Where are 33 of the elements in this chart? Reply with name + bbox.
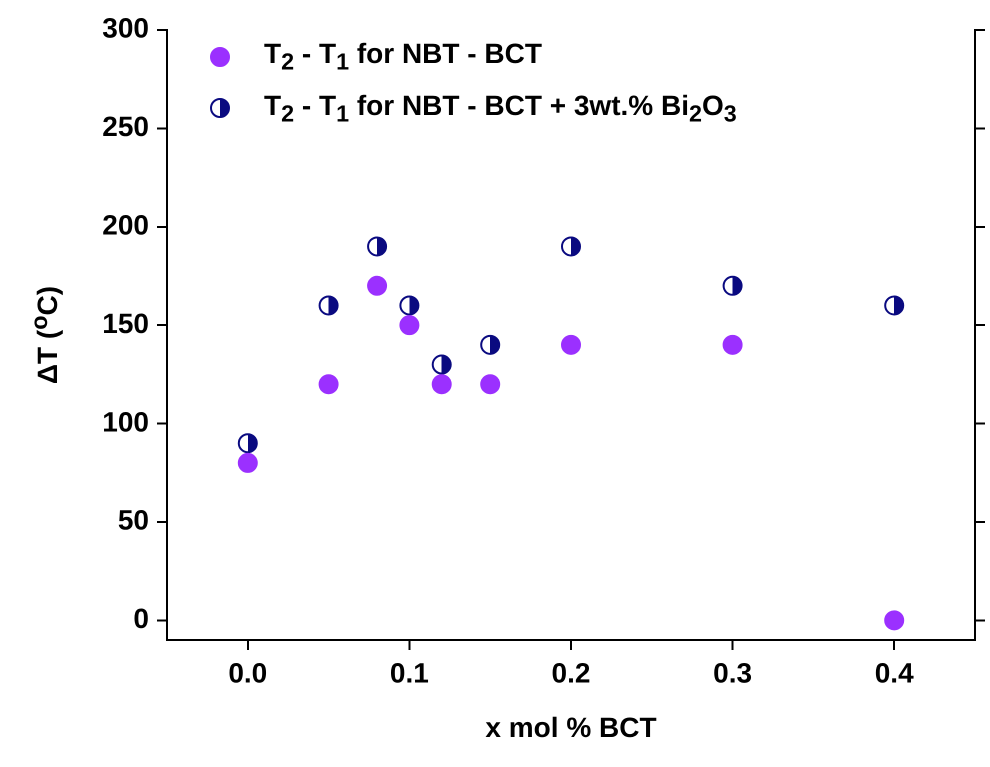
x-tick-label: 0.1: [390, 658, 429, 689]
point: [561, 236, 581, 256]
legend-label: T$_{2}$ - T$_{1}$ for NBT - BCT: [264, 38, 542, 76]
point: [318, 295, 339, 316]
point: [318, 374, 339, 394]
point: [884, 610, 904, 630]
x-axis-title: x mol % BCT: [485, 712, 657, 744]
point: [480, 374, 500, 394]
point: [884, 295, 904, 316]
point: [432, 374, 452, 394]
point: [722, 334, 743, 355]
point: [367, 236, 388, 256]
point: [367, 276, 388, 296]
x-tick-label: 0.4: [874, 658, 914, 689]
point: [238, 433, 258, 454]
x-tick-label: 0.2: [552, 658, 590, 689]
point: [561, 334, 581, 355]
x-tick-label: 0.0: [228, 658, 268, 689]
y-tick-label: 100: [102, 406, 149, 438]
point: [722, 276, 743, 296]
y-tick-label: 200: [102, 209, 149, 240]
x-tick-label: 0.3: [713, 658, 752, 689]
y-tick-label: 250: [102, 111, 149, 142]
y-tick-label: 300: [102, 12, 149, 44]
y-tick-label: 150: [102, 308, 149, 339]
legend-label: T$_{2}$ - T$_{1}$ for NBT - BCT + 3wt.% Bi$_{2}$O$_{3}$: [264, 90, 737, 128]
y-tick-label: 50: [118, 504, 149, 536]
y-tick-label: 0: [133, 603, 149, 634]
point: [480, 334, 500, 355]
point: [399, 315, 420, 336]
point: [432, 354, 452, 375]
point: [399, 295, 420, 316]
point: [238, 452, 258, 473]
